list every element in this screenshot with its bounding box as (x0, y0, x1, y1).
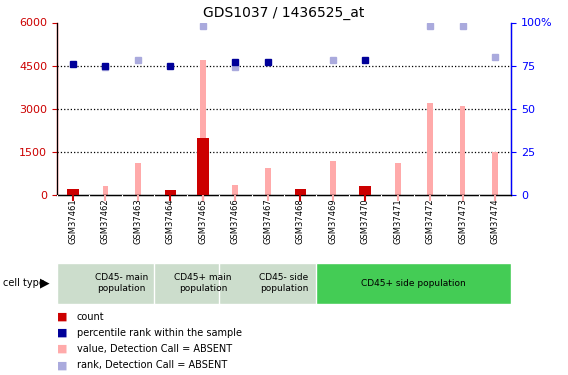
Text: count: count (77, 312, 105, 322)
Text: ▶: ▶ (40, 277, 50, 290)
Text: GSM37462: GSM37462 (101, 198, 110, 244)
Bar (360, 186, 371, 195)
Bar (68, 189, 79, 195)
Bar (330, 160, 336, 195)
Bar (57, 262, 187, 304)
Bar (427, 103, 433, 195)
Text: GSM37464: GSM37464 (166, 198, 175, 244)
Text: GSM37470: GSM37470 (361, 198, 370, 244)
Text: ■: ■ (57, 312, 67, 322)
Text: GSM37468: GSM37468 (296, 198, 304, 244)
Bar (460, 106, 465, 195)
Text: GSM37467: GSM37467 (264, 198, 272, 244)
Bar (200, 60, 206, 195)
Text: GSM37461: GSM37461 (69, 198, 77, 244)
Bar (154, 262, 252, 304)
Text: GSM37472: GSM37472 (425, 198, 435, 244)
Text: GSM37469: GSM37469 (328, 198, 337, 244)
Text: value, Detection Call = ABSENT: value, Detection Call = ABSENT (77, 344, 232, 354)
Text: GSM37471: GSM37471 (393, 198, 402, 244)
Bar (135, 164, 141, 195)
Text: GSM37474: GSM37474 (491, 198, 499, 244)
Bar (265, 168, 271, 195)
Text: CD45+ main
population: CD45+ main population (174, 273, 232, 293)
Bar (103, 186, 108, 195)
Bar (197, 138, 208, 195)
Bar (492, 152, 498, 195)
Bar (165, 190, 176, 195)
Text: GSM37465: GSM37465 (198, 198, 207, 244)
Text: cell type: cell type (3, 278, 45, 288)
Text: rank, Detection Call = ABSENT: rank, Detection Call = ABSENT (77, 360, 227, 370)
Text: CD45- side
population: CD45- side population (260, 273, 308, 293)
Text: GSM37463: GSM37463 (133, 198, 143, 244)
Text: GSM37466: GSM37466 (231, 198, 240, 244)
Text: percentile rank within the sample: percentile rank within the sample (77, 328, 241, 338)
Bar (316, 262, 511, 304)
Text: ■: ■ (57, 328, 67, 338)
Bar (232, 185, 238, 195)
Text: CD45- main
population: CD45- main population (95, 273, 148, 293)
Text: GSM37473: GSM37473 (458, 198, 467, 244)
Text: CD45+ side population: CD45+ side population (361, 279, 466, 288)
Title: GDS1037 / 1436525_at: GDS1037 / 1436525_at (203, 6, 365, 20)
Bar (395, 164, 400, 195)
Text: ■: ■ (57, 360, 67, 370)
Text: ■: ■ (57, 344, 67, 354)
Bar (219, 262, 349, 304)
Bar (295, 189, 306, 195)
